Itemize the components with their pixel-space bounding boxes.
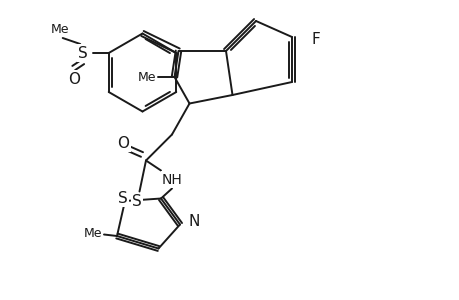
- Text: Me: Me: [84, 227, 102, 240]
- Text: F: F: [310, 32, 319, 47]
- Text: Me: Me: [51, 22, 69, 35]
- Text: NH: NH: [161, 172, 182, 187]
- Text: O: O: [117, 136, 129, 151]
- Text: N: N: [189, 214, 200, 230]
- Text: S: S: [118, 191, 127, 206]
- Text: O: O: [67, 71, 79, 86]
- Text: S: S: [132, 194, 141, 209]
- Text: S: S: [78, 46, 87, 61]
- Text: Me: Me: [137, 70, 156, 83]
